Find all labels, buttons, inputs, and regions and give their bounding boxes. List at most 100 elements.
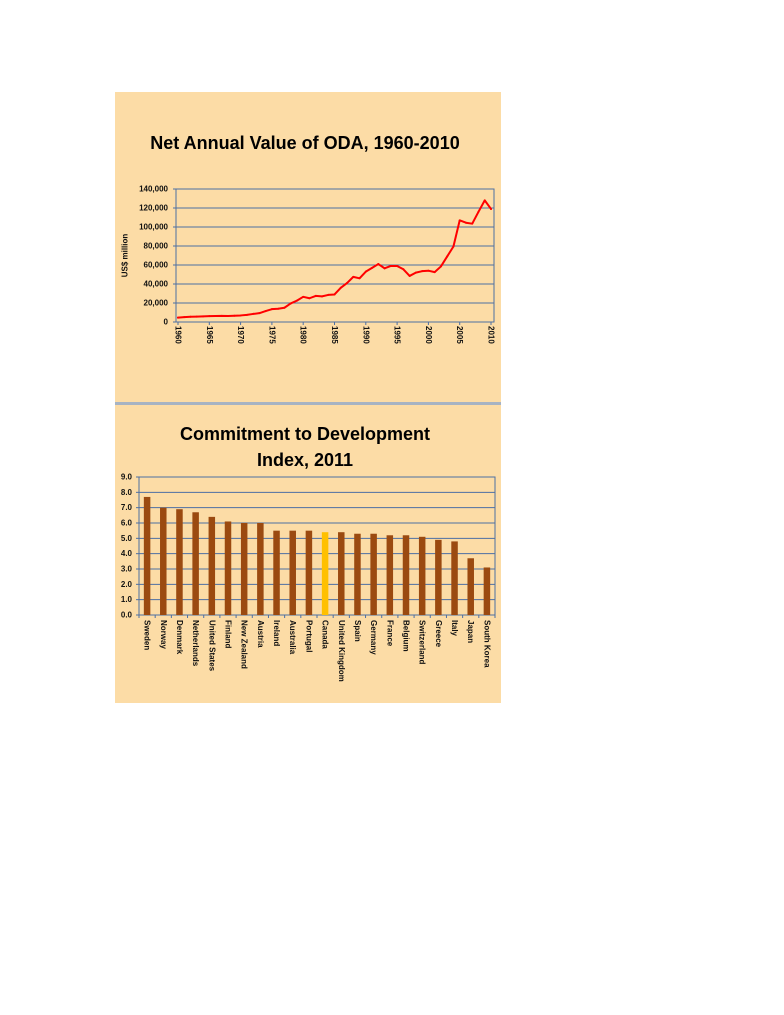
oda-data-point	[439, 265, 442, 268]
oda-data-point	[377, 263, 380, 266]
oda-data-point	[339, 286, 342, 289]
oda-data-point	[327, 293, 330, 296]
oda-x-tick-label: 1960	[174, 326, 183, 344]
oda-data-point	[195, 315, 198, 318]
oda-x-tick-label: 2010	[487, 326, 496, 344]
cdi-x-tick-label: United Kingdom	[337, 620, 346, 682]
oda-y-tick-label: 40,000	[144, 280, 169, 289]
cdi-x-tick-label: Japan	[466, 620, 475, 643]
oda-x-tick-label: 2005	[455, 326, 464, 344]
cdi-y-tick-label: 1.0	[121, 595, 133, 604]
cdi-x-tick-label: Ireland	[272, 620, 281, 646]
cdi-bar-belgium	[402, 535, 410, 615]
oda-data-point	[320, 295, 323, 298]
cdi-x-tick-label: Italy	[450, 620, 459, 637]
oda-data-point	[402, 268, 405, 271]
oda-data-point	[302, 295, 305, 298]
cdi-y-tick-label: 6.0	[121, 519, 133, 528]
oda-x-tick-label: 1965	[205, 326, 214, 344]
cdi-bar-chart: 0.0 1.0 2.0 3.0 4.0 5.0 6.0 7.0 8.0 9.0 Sweden Norw…	[121, 473, 496, 682]
oda-data-point	[433, 271, 436, 274]
cdi-bar-canada	[321, 532, 329, 615]
oda-x-tick-label: 1985	[330, 326, 339, 344]
cdi-bar-finland	[224, 521, 232, 615]
cdi-bar-australia	[289, 530, 296, 615]
oda-data-point	[264, 310, 267, 313]
cdi-x-tick-label: Finland	[224, 620, 233, 649]
oda-y-tick-label: 80,000	[144, 242, 169, 251]
oda-y-tick-label: 140,000	[139, 185, 168, 194]
cdi-y-tick-label: 3.0	[121, 565, 133, 574]
oda-series-line	[177, 199, 492, 319]
oda-data-point	[446, 255, 449, 258]
oda-line-chart: US$ million 0 20,000 40,000 60,000 80,000 100…	[121, 185, 496, 345]
oda-data-point	[277, 307, 280, 310]
cdi-x-tick-label: Spain	[353, 620, 362, 642]
cdi-x-tick-label: Denmark	[175, 620, 184, 655]
oda-data-point	[239, 314, 242, 317]
oda-y-axis-title: US$ million	[121, 234, 130, 278]
oda-data-point	[308, 297, 311, 300]
oda-data-point	[408, 274, 411, 277]
oda-data-point	[208, 315, 211, 318]
cdi-x-tick-label: New Zealand	[240, 620, 249, 669]
cdi-y-tick-label: 0.0	[121, 611, 133, 620]
oda-data-point	[421, 270, 424, 273]
cdi-bar-greece	[435, 539, 442, 615]
cdi-x-tick-label: Greece	[434, 620, 443, 648]
oda-y-tick-label: 100,000	[139, 223, 168, 232]
oda-data-point	[389, 264, 392, 267]
cdi-x-tick-label: Norway	[159, 620, 168, 649]
oda-y-tick-label: 60,000	[144, 261, 169, 270]
oda-x-tick-label: 1975	[267, 326, 276, 344]
oda-data-point	[358, 277, 361, 280]
oda-x-tick-label: 1970	[236, 326, 245, 344]
cdi-bar-norway	[160, 507, 167, 615]
cdi-x-tick-label: Netherlands	[191, 620, 200, 667]
oda-data-point	[214, 315, 217, 318]
oda-data-point	[252, 312, 255, 315]
cdi-bar-japan	[467, 558, 474, 615]
cdi-y-tick-label: 5.0	[121, 534, 133, 543]
cdi-bar-austria	[257, 523, 264, 615]
slides-panel: US$ million 0 20,000 40,000 60,000 80,000 100…	[115, 92, 501, 703]
oda-data-point	[233, 314, 236, 317]
oda-data-point	[371, 266, 374, 269]
cdi-x-tick-label: Portugal	[304, 620, 313, 652]
oda-data-point	[177, 316, 179, 319]
charts-canvas: US$ million 0 20,000 40,000 60,000 80,000 100…	[115, 185, 501, 682]
cdi-y-tick-label: 9.0	[121, 473, 133, 482]
oda-data-point	[452, 245, 455, 248]
cdi-y-tick-label: 8.0	[121, 488, 133, 497]
cdi-x-tick-label: Sweden	[143, 620, 152, 650]
cdi-x-tick-label: Canada	[321, 620, 330, 649]
cdi-bar-portugal	[305, 530, 313, 615]
cdi-x-tick-label: Belgium	[402, 620, 411, 652]
oda-data-point	[471, 222, 474, 225]
cdi-bar-south-korea	[483, 567, 491, 615]
cdi-x-tick-label: United States	[207, 620, 216, 672]
oda-data-point	[383, 267, 386, 270]
oda-chart-title: Net Annual Value of ODA, 1960-2010	[150, 133, 460, 153]
oda-data-point	[289, 302, 292, 305]
oda-data-point	[490, 207, 492, 210]
cdi-y-tick-label: 2.0	[121, 580, 133, 589]
cdi-bar-switzerland	[418, 536, 426, 615]
oda-data-point	[396, 264, 399, 267]
oda-data-point	[314, 294, 317, 297]
oda-data-point	[414, 271, 417, 274]
oda-data-point	[189, 315, 192, 318]
oda-data-point	[283, 306, 286, 309]
oda-data-point	[258, 312, 261, 315]
oda-data-point	[333, 293, 336, 296]
oda-data-point	[352, 275, 355, 278]
cdi-x-tick-label: France	[385, 620, 394, 647]
oda-data-point	[458, 219, 461, 222]
oda-data-point	[477, 210, 480, 213]
cdi-chart-title: Commitment to Development Index, 2011	[179, 424, 431, 470]
cdi-y-tick-label: 4.0	[121, 549, 133, 558]
oda-data-point	[202, 315, 205, 318]
slide-separator	[115, 402, 501, 405]
oda-x-tick-label: 2000	[424, 326, 433, 344]
cdi-bar-united-states	[208, 516, 216, 615]
